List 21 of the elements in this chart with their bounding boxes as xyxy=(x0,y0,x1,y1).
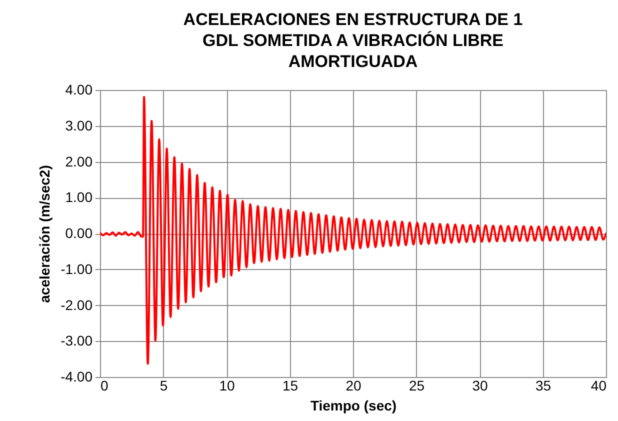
x-tick-label: 30 xyxy=(472,378,488,394)
y-tick-label: -1.00 xyxy=(60,260,93,277)
y-tick-label: -4.00 xyxy=(60,368,93,384)
y-tick-label: 1.00 xyxy=(65,189,93,206)
y-tick-label: 0.00 xyxy=(65,225,93,241)
chart-title: ACELERACIONES EN ESTRUCTURA DE 1 GDL SOMETIDA A VIBRACIÓN LIBRE AMORTIGUADA xyxy=(183,10,523,71)
y-tick-label: -3.00 xyxy=(60,332,93,349)
y-tick-label: -2.00 xyxy=(60,296,93,313)
x-tick-label: 35 xyxy=(535,378,552,394)
x-tick-label: 5 xyxy=(160,378,168,394)
y-tick-label: 2.00 xyxy=(65,153,93,170)
x-tick-label: 25 xyxy=(408,378,425,394)
x-tick-label: 10 xyxy=(219,378,235,394)
y-axis-title: aceleración (m/sec2) xyxy=(36,165,53,303)
x-axis-title: Tiempo (sec) xyxy=(310,398,397,414)
x-tick-label: 15 xyxy=(282,378,298,394)
x-tick-label: 20 xyxy=(346,378,362,394)
x-tick-label: 40 xyxy=(590,378,607,394)
x-tick-label: 0 xyxy=(100,378,108,394)
y-tick-label: 3.00 xyxy=(65,117,93,134)
y-tick-label: 4.00 xyxy=(65,82,93,98)
